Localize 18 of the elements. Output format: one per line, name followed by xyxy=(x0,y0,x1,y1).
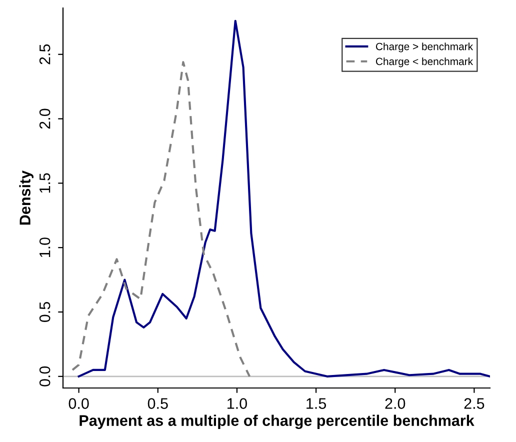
x-tick-label: 2.0 xyxy=(385,398,406,409)
legend-label: Charge < benchmark xyxy=(376,57,474,68)
y-tick-label: 1.0 xyxy=(39,238,50,258)
y-axis-title: Density xyxy=(19,170,34,225)
legend-label: Charge > benchmark xyxy=(376,42,474,52)
x-axis-title: Payment as a multiple of charge percentile benchmark xyxy=(80,414,474,430)
x-tick-label: 0.0 xyxy=(68,398,89,409)
x-tick-label: 1.0 xyxy=(228,398,247,409)
x-tick-label: 1.5 xyxy=(306,398,326,409)
y-tick-label: 1.5 xyxy=(40,173,50,193)
y-tick-label: 2.5 xyxy=(39,44,50,64)
x-tick-label: 2.5 xyxy=(464,398,484,409)
line-series xyxy=(78,20,490,378)
x-tick-label: 0.5 xyxy=(148,398,168,409)
y-tick-label: 2.0 xyxy=(39,108,50,129)
y-tick-label: 0.5 xyxy=(39,302,50,322)
line-series xyxy=(71,61,251,378)
y-tick-label: 0.0 xyxy=(39,366,50,386)
